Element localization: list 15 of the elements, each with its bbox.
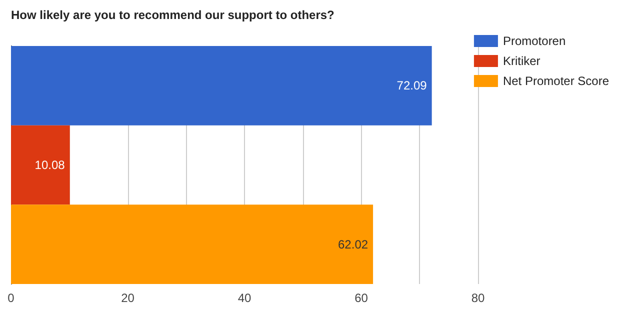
bar	[11, 46, 432, 126]
legend-label: Kritiker	[502, 54, 540, 68]
x-tick-label: 60	[354, 291, 368, 305]
bar	[11, 204, 374, 284]
legend-label: Promotoren	[502, 34, 566, 48]
data-label: 10.08	[34, 158, 66, 172]
x-tick-label: 40	[238, 291, 252, 305]
data-label: 62.02	[338, 237, 368, 252]
x-tick-label: 80	[471, 291, 485, 305]
chart-title: How likely are you to recommend our support to others?	[11, 8, 334, 22]
legend-label: Net Promoter Score	[502, 74, 610, 88]
bar	[11, 125, 70, 205]
data-label: 72.09	[396, 78, 428, 93]
x-tick-label: 0	[8, 291, 15, 305]
x-tick-label: 20	[121, 291, 135, 305]
